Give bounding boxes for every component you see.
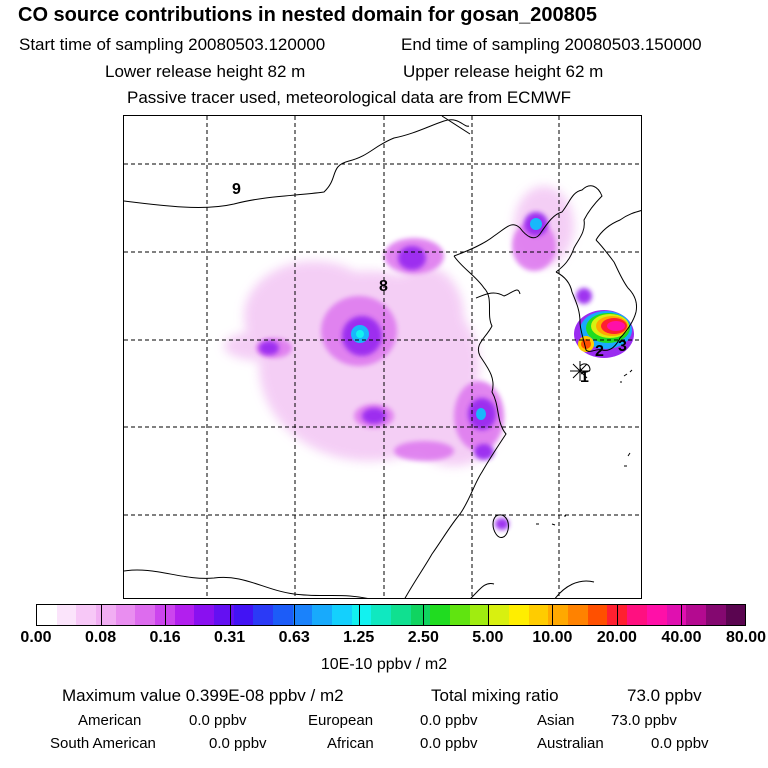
colorbar-swatch: [371, 605, 392, 625]
region-name-asian: Asian: [537, 712, 575, 729]
colorbar-swatch: [469, 605, 490, 625]
region-label: 9: [232, 181, 241, 198]
region-name-american: American: [78, 712, 142, 729]
colorbar-separator: [552, 604, 554, 626]
colorbar-separator: [358, 604, 360, 626]
region-name-african: African: [327, 735, 374, 752]
plot-title: CO source contributions in nested domain…: [18, 4, 598, 26]
colorbar-separator: [100, 604, 102, 626]
colorbar-swatch: [489, 605, 510, 625]
colorbar-swatch: [96, 605, 116, 625]
colorbar-separator: [487, 604, 489, 626]
colorbar-swatch: [332, 605, 352, 625]
start-time-label: Start time of sampling 20080503.120000: [19, 35, 326, 54]
colorbar-swatch: [627, 605, 647, 625]
region-name-australian: Australian: [537, 735, 604, 752]
colorbar-swatch: [174, 605, 195, 625]
region-value-european: 0.0 ppbv: [420, 712, 478, 729]
region-label: 8: [379, 278, 388, 295]
total-mixing-ratio-label: Total mixing ratio: [431, 686, 559, 705]
lower-release-height-label: Lower release height 82 m: [105, 62, 306, 81]
colorbar-swatch: [686, 605, 706, 625]
colorbar-swatch: [76, 605, 97, 625]
tracer-note: Passive tracer used, meteorological data…: [127, 88, 572, 107]
colorbar-swatch: [568, 605, 588, 625]
colorbar-tick-label: 0.16: [149, 629, 181, 646]
colorbar-swatch: [548, 605, 569, 625]
colorbar-swatch: [509, 605, 529, 625]
colorbar-swatch: [273, 605, 293, 625]
colorbar-tick-label: 0.08: [84, 629, 117, 646]
colorbar-separator: [294, 604, 296, 626]
region-name-european: European: [308, 712, 374, 729]
colorbar-swatch: [233, 605, 254, 625]
colorbar-swatch: [135, 605, 156, 625]
region-value-australian: 0.0 ppbv: [651, 735, 709, 752]
colorbar-swatch: [450, 605, 470, 625]
colorbar-swatch: [351, 605, 372, 625]
colorbar-swatch: [646, 605, 667, 625]
colorbar-tick-label: 0.31: [214, 629, 246, 646]
colorbar-swatch: [430, 605, 451, 625]
colorbar-swatch: [214, 605, 234, 625]
colorbar-swatch: [56, 605, 77, 625]
colorbar-swatch: [410, 605, 431, 625]
colorbar-tick-label: 10.00: [532, 629, 573, 646]
colorbar-tick-label: 0.63: [278, 629, 310, 646]
colorbar-tick-label: 0.00: [20, 629, 52, 646]
colorbar-unit: 10E-10 ppbv / m2: [320, 656, 448, 673]
hotspot: [574, 310, 634, 358]
region-label: 1: [580, 369, 589, 386]
colorbar-tick-label: 40.00: [661, 629, 702, 646]
end-time-label: End time of sampling 20080503.150000: [401, 35, 702, 54]
colorbar-tick-label: 20.00: [596, 629, 637, 646]
colorbar-tick-label: 5.00: [472, 629, 504, 646]
map-panel: 9 8 2 3 1: [123, 115, 642, 599]
colorbar: [36, 604, 746, 626]
colorbar-tick-label: 80.00: [725, 629, 767, 646]
upper-release-height-label: Upper release height 62 m: [403, 62, 604, 81]
region-label: 3: [618, 338, 627, 355]
colorbar-swatch: [666, 605, 687, 625]
colorbar-swatch: [587, 605, 608, 625]
region-value-asian: 73.0 ppbv: [611, 712, 677, 729]
concentration-field: [224, 186, 634, 530]
region-name-south-american: South American: [50, 735, 156, 752]
maximum-value: Maximum value 0.399E-08 ppbv / m2: [62, 686, 344, 705]
colorbar-tick-label: 1.25: [343, 629, 375, 646]
colorbar-swatch: [253, 605, 274, 625]
receptor-marker: [570, 361, 590, 381]
region-value-south-american: 0.0 ppbv: [209, 735, 267, 752]
region-label: 2: [595, 343, 604, 360]
colorbar-tick-label: 2.50: [407, 629, 439, 646]
colorbar-swatch: [705, 605, 726, 625]
region-value-american: 0.0 ppbv: [189, 712, 247, 729]
total-mixing-ratio-value: 73.0 ppbv: [627, 686, 702, 705]
colorbar-separator: [423, 604, 425, 626]
colorbar-separator: [681, 604, 683, 626]
colorbar-swatch: [155, 605, 175, 625]
colorbar-swatch: [37, 605, 57, 625]
colorbar-separator: [229, 604, 231, 626]
graticule: [124, 116, 641, 598]
region-value-african: 0.0 ppbv: [420, 735, 478, 752]
colorbar-swatch: [292, 605, 313, 625]
colorbar-separator: [165, 604, 167, 626]
colorbar-swatch: [391, 605, 411, 625]
colorbar-swatch: [312, 605, 333, 625]
colorbar-separator: [616, 604, 618, 626]
colorbar-swatch: [115, 605, 136, 625]
coastlines: [124, 116, 641, 598]
colorbar-swatch: [194, 605, 215, 625]
colorbar-swatch: [528, 605, 549, 625]
colorbar-swatch: [725, 605, 746, 625]
